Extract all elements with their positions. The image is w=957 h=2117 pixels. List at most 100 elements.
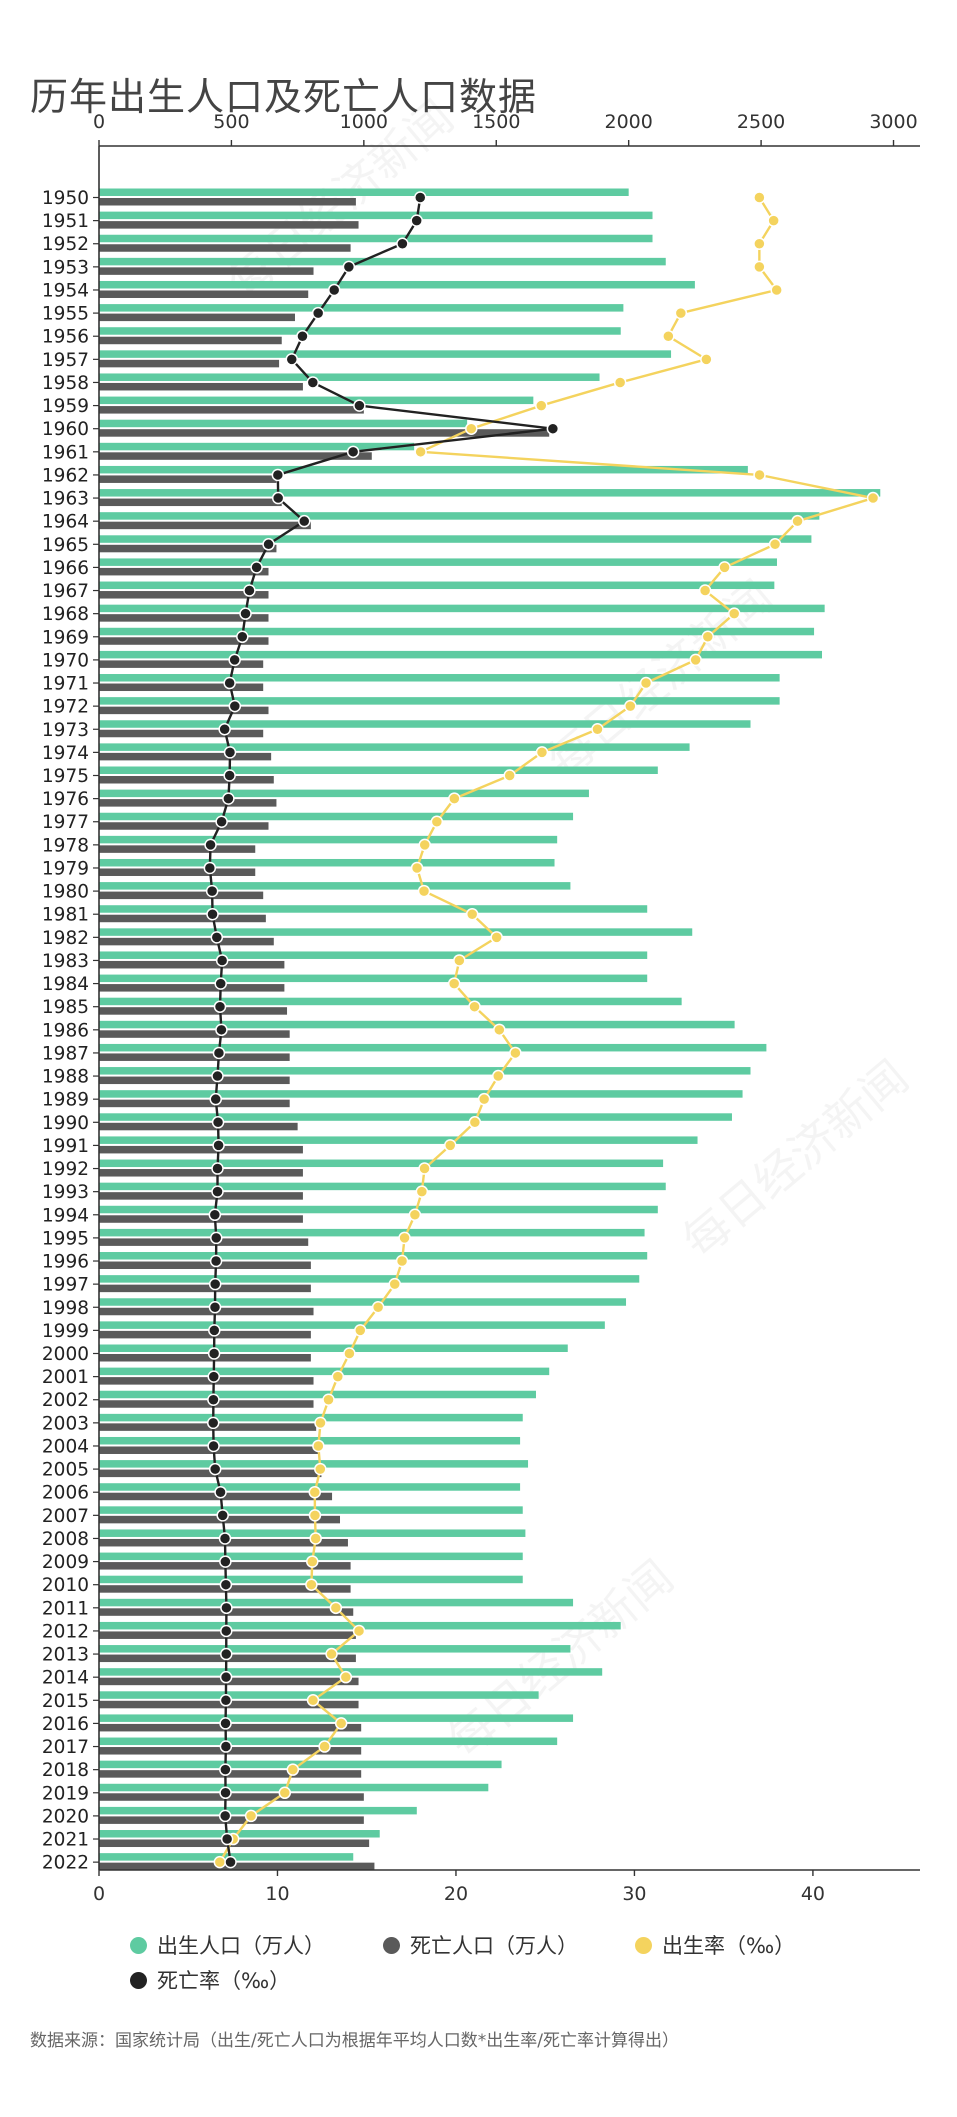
death-bar — [99, 729, 264, 738]
birth-bar — [99, 211, 653, 220]
series-point — [218, 723, 231, 736]
death-bar — [99, 198, 356, 206]
death-bar — [99, 1099, 290, 1108]
year-label: 2010 — [42, 1575, 89, 1596]
lines-layer — [203, 191, 880, 1869]
death-bar — [99, 1816, 364, 1824]
series-point — [208, 1277, 222, 1291]
series-point — [214, 977, 227, 990]
death-bar — [99, 637, 269, 645]
series-point — [208, 1324, 221, 1337]
series-point — [689, 653, 702, 667]
series-point — [770, 283, 783, 297]
series-point — [218, 1809, 232, 1823]
legend-label: 出生率（‰） — [662, 1934, 796, 1958]
death-bar — [99, 429, 550, 437]
year-label: 1979 — [42, 858, 89, 879]
top-tick-label: 1500 — [472, 111, 520, 133]
death-bar — [99, 1469, 322, 1478]
year-label: 1998 — [42, 1298, 89, 1319]
series-point — [342, 260, 356, 274]
death-bar — [99, 382, 303, 391]
death-bar — [99, 452, 372, 460]
bottom-tick-label: 0 — [93, 1883, 105, 1905]
series-point — [343, 1347, 356, 1360]
series-point — [250, 561, 263, 574]
series-point — [396, 237, 409, 250]
year-label: 1977 — [42, 812, 89, 833]
watermark-text: 每日经济新闻 — [672, 1050, 918, 1269]
birth-bar — [99, 951, 648, 959]
year-label: 1950 — [42, 188, 89, 209]
series-point — [206, 907, 219, 921]
series-point — [408, 1208, 422, 1222]
series-point — [223, 769, 236, 782]
series-point — [210, 1231, 223, 1245]
series-point — [207, 1393, 220, 1406]
death-bar — [99, 960, 285, 969]
legend-swatch — [635, 1936, 652, 1954]
series-point — [220, 1601, 233, 1615]
series-point — [414, 191, 427, 204]
birth-bar — [99, 1136, 698, 1144]
legend-label: 出生人口（万人） — [157, 1934, 325, 1958]
birth-bar — [99, 1252, 648, 1260]
series-point — [207, 1370, 221, 1383]
series-point — [535, 399, 548, 412]
series-point — [410, 861, 424, 875]
birth-bar — [99, 743, 690, 751]
year-label: 1968 — [42, 604, 89, 625]
death-bar — [99, 244, 351, 252]
year-label: 1985 — [42, 997, 89, 1018]
death-bar — [99, 1354, 311, 1362]
year-label: 1959 — [42, 396, 89, 417]
year-label: 2006 — [42, 1483, 89, 1504]
series-point — [215, 954, 229, 967]
birth-bar — [99, 327, 621, 335]
death-bar — [99, 1192, 303, 1200]
birth-bar — [99, 535, 812, 543]
death-bar — [99, 1770, 362, 1778]
death-bar — [99, 683, 264, 692]
series-point — [322, 1393, 335, 1406]
birth-bar — [99, 350, 672, 358]
year-label: 1967 — [42, 581, 89, 602]
series-point — [298, 514, 311, 528]
series-point — [674, 306, 688, 320]
series-point — [314, 1462, 327, 1476]
birth-bar — [99, 257, 666, 266]
bottom-tick-label: 40 — [801, 1883, 825, 1905]
series-point — [388, 1277, 401, 1291]
series-point — [490, 931, 503, 944]
death-bar — [99, 799, 277, 807]
birth-bar — [99, 489, 881, 497]
birth-bar — [99, 1830, 380, 1838]
legend-label: 死亡人口（万人） — [410, 1934, 578, 1958]
birth-bar — [99, 1321, 605, 1329]
birth-bar — [99, 1067, 751, 1075]
birth-bar — [99, 997, 682, 1006]
series-point — [224, 1855, 237, 1869]
top-tick-label: 3000 — [869, 111, 917, 133]
series-point — [210, 931, 224, 944]
year-label: 2000 — [42, 1344, 89, 1365]
death-bar — [99, 660, 264, 668]
series-point — [493, 1023, 506, 1037]
year-label: 1955 — [42, 304, 89, 325]
death-bar — [99, 567, 269, 576]
birth-bar — [99, 558, 777, 566]
series-point — [662, 329, 675, 343]
birth-bar — [99, 928, 693, 936]
death-bar — [99, 1053, 290, 1061]
year-label: 2005 — [42, 1460, 89, 1481]
death-bar — [99, 221, 359, 229]
death-bar — [99, 614, 269, 622]
death-bar — [99, 1238, 309, 1246]
year-label: 1990 — [42, 1113, 89, 1134]
series-point — [278, 1786, 292, 1800]
series-point — [591, 723, 604, 736]
birth-bar — [99, 858, 555, 867]
series-point — [339, 1670, 353, 1684]
year-label: 2003 — [42, 1413, 89, 1434]
year-label: 1996 — [42, 1252, 89, 1273]
